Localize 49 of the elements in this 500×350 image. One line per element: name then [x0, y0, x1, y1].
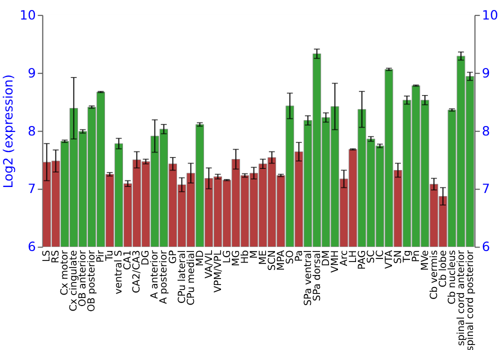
y-axis-title: Log2 (expression) [2, 74, 17, 188]
x-tick-label: Tg [402, 250, 413, 264]
x-tick-label: GP [168, 250, 179, 264]
x-tick-label: SPa dorsal [312, 250, 323, 302]
y-tick-label: 9 [28, 66, 36, 82]
x-tick-label: VTA [384, 250, 395, 269]
y-tick-label: 6 [28, 240, 36, 256]
y2-tick-label: 8 [482, 124, 490, 140]
x-tick-label: MD [194, 250, 206, 266]
x-tick-label: A posterior [158, 249, 170, 304]
x-tick-label: DG [140, 250, 152, 266]
x-tick-label: Pa [294, 250, 305, 262]
x-tick-label: CPu lateral [176, 250, 188, 304]
x-tick-label: VA/VL [204, 250, 215, 278]
x-tick-label: IC [374, 250, 386, 260]
x-tick-label: MVe [420, 250, 431, 271]
x-tick-label: SO [284, 250, 296, 264]
x-tick-label: CPu medial [186, 250, 197, 306]
x-tick-label: Cb nucleus [446, 250, 458, 304]
x-tick-label: M [248, 250, 260, 259]
x-tick-label: OB posterior [86, 249, 98, 312]
x-tick-label: LH [348, 250, 359, 264]
x-tick-label: SPa ventral [302, 250, 314, 306]
y2-tick-label: 9 [482, 66, 490, 82]
x-tick-label: MG [230, 250, 242, 266]
x-tick-label: SCN [266, 250, 278, 271]
x-tick-label: DM [320, 250, 332, 266]
y2-tick-label: 6 [482, 240, 490, 256]
x-tick-label: PAG [356, 250, 368, 270]
y2-tick-label: 10 [482, 8, 498, 24]
x-tick-label: spinal cord posterior [464, 249, 476, 350]
y-tick-label: 7 [28, 182, 36, 198]
y-tick-label: 10 [20, 8, 36, 24]
x-tick-label: SC [366, 250, 377, 264]
x-tick-label: RS [50, 250, 62, 264]
x-tick-label: Arc [338, 250, 350, 266]
x-tick-label: MPA [276, 250, 287, 271]
x-tick-label: Cb lobe [438, 250, 449, 288]
x-tick-label: ME [258, 250, 269, 265]
y2-tick-label: 7 [482, 182, 490, 198]
x-tick-label: Hb [240, 250, 251, 264]
x-tick-label: VPM/VPL [212, 250, 224, 293]
x-tick-label: LG [222, 250, 233, 264]
x-tick-label: spinal cord anterior [456, 249, 467, 346]
y-tick-label: 8 [28, 124, 36, 140]
x-tick-label: VMH [330, 250, 341, 273]
x-tick-label: Pn [410, 250, 422, 262]
x-tick-label: SN [392, 250, 404, 264]
x-tick-label: Cb vermis [428, 250, 440, 300]
